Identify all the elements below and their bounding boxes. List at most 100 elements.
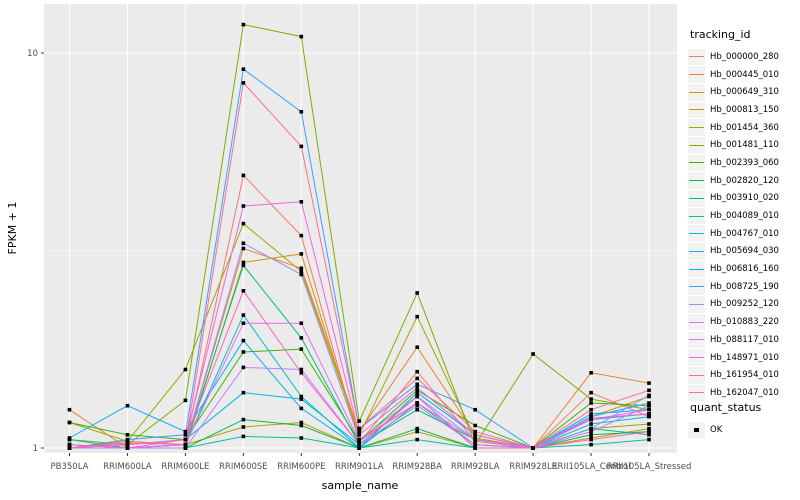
data-point: [415, 390, 419, 395]
data-point: [415, 382, 419, 387]
line-swatch-icon: [689, 250, 704, 252]
legend-title-quant-status: quant_status: [690, 401, 762, 414]
data-point: [415, 403, 419, 408]
legend-key: [688, 66, 705, 83]
y-axis-title: FPKM + 1: [6, 202, 19, 255]
line-swatch-icon: [689, 374, 704, 376]
line-swatch-icon: [689, 233, 704, 235]
line-swatch-icon: [689, 127, 704, 129]
data-point: [647, 422, 651, 426]
data-point: [299, 200, 304, 204]
legend-item-label: Hb_148971_010: [710, 352, 779, 363]
x-tick-label: RRII105LA_Control: [552, 462, 631, 472]
data-point: [415, 437, 419, 442]
legend-key: [688, 331, 705, 349]
data-point: [125, 441, 130, 445]
legend-title-tracking-id: tracking_id: [690, 28, 751, 41]
legend-key: [688, 119, 705, 136]
legend-key: [688, 172, 705, 189]
legend-item: Hb_010883_220: [688, 313, 800, 331]
axis-tick-marks: [41, 52, 650, 456]
data-point: [299, 110, 304, 114]
legend-item: OK: [688, 421, 800, 439]
legend-item: Hb_000813_150: [688, 101, 800, 119]
line-swatch-icon: [689, 321, 704, 323]
legend-item-label: Hb_001454_360: [710, 122, 779, 133]
data-point: [647, 407, 651, 412]
legend-item-label: Hb_002393_060: [710, 157, 779, 168]
legend-item: Hb_001481_110: [688, 136, 800, 154]
data-point: [473, 437, 477, 442]
data-point: [647, 401, 651, 405]
legend-item-label: Hb_005694_030: [710, 246, 779, 257]
data-point: [183, 429, 188, 434]
data-point: [241, 417, 246, 422]
legend-key: [688, 48, 705, 66]
data-point: [67, 442, 72, 447]
legend-item: Hb_000445_010: [688, 66, 800, 84]
data-point: [241, 289, 246, 293]
data-point: [183, 433, 188, 437]
x-tick-label: PB350LA: [51, 462, 89, 472]
data-point: [183, 442, 188, 447]
data-point: [299, 406, 304, 411]
legend-item-label: Hb_088117_010: [710, 334, 779, 345]
data-point: [299, 34, 304, 39]
data-point: [299, 144, 304, 149]
line-swatch-icon: [689, 286, 704, 288]
data-point: [241, 434, 246, 439]
legend-key: [688, 278, 705, 296]
data-point: [183, 446, 188, 450]
data-point: [647, 414, 651, 419]
data-point: [67, 446, 72, 450]
legend-key: [688, 313, 705, 331]
data-point: [415, 376, 419, 381]
legend-items-tracking-id: Hb_000000_280 Hb_000445_010 Hb_000649_310 H…: [688, 48, 800, 402]
x-tick-label: RRIM901LA: [335, 462, 384, 472]
data-point: [241, 338, 246, 343]
data-point: [647, 412, 651, 416]
data-point: [67, 420, 72, 425]
data-point: [241, 81, 246, 85]
y-tick-labels: 10 1: [27, 49, 38, 454]
data-point: [473, 407, 477, 412]
data-point: [647, 426, 651, 431]
legend-item-label: Hb_001481_110: [710, 140, 779, 151]
legend-item: Hb_162047_010: [688, 384, 800, 402]
data-point: [415, 388, 419, 393]
legend-item-label: Hb_004089_010: [710, 211, 779, 222]
legend-item-label: Hb_008725_190: [710, 281, 779, 292]
line-swatch-icon: [689, 357, 704, 359]
plot-panel: [44, 4, 677, 453]
legend-item-label: Hb_004767_010: [710, 228, 779, 239]
line-swatch-icon: [689, 109, 704, 111]
data-point: [357, 429, 361, 434]
legend-key: [688, 421, 705, 439]
legend-key: [688, 207, 705, 225]
data-point: [183, 398, 188, 403]
data-point: [415, 401, 419, 405]
legend-item: Hb_006816_160: [688, 260, 800, 278]
data-point: [589, 397, 593, 401]
data-point: [241, 221, 246, 226]
legend-item: Hb_161954_010: [688, 366, 800, 384]
data-point: [241, 350, 246, 354]
legend-item-label: OK: [710, 424, 723, 435]
data-point: [531, 446, 535, 450]
data-point: [299, 336, 304, 340]
x-tick-label: RRIM928LA: [451, 462, 500, 472]
data-point: [589, 416, 593, 420]
data-point: [647, 433, 651, 437]
data-point: [647, 388, 651, 393]
data-point: [589, 437, 593, 442]
legend-item: Hb_003910_020: [688, 190, 800, 208]
legend-key: [688, 366, 705, 384]
legend-quant-status: quant_status OK: [688, 401, 800, 439]
data-point: [647, 403, 651, 408]
data-point: [647, 393, 651, 398]
legend-key: [688, 296, 705, 313]
data-point: [299, 436, 304, 440]
legend-item-label: Hb_162047_010: [710, 387, 779, 398]
data-point: [241, 22, 246, 27]
legend-item: Hb_148971_010: [688, 349, 800, 367]
